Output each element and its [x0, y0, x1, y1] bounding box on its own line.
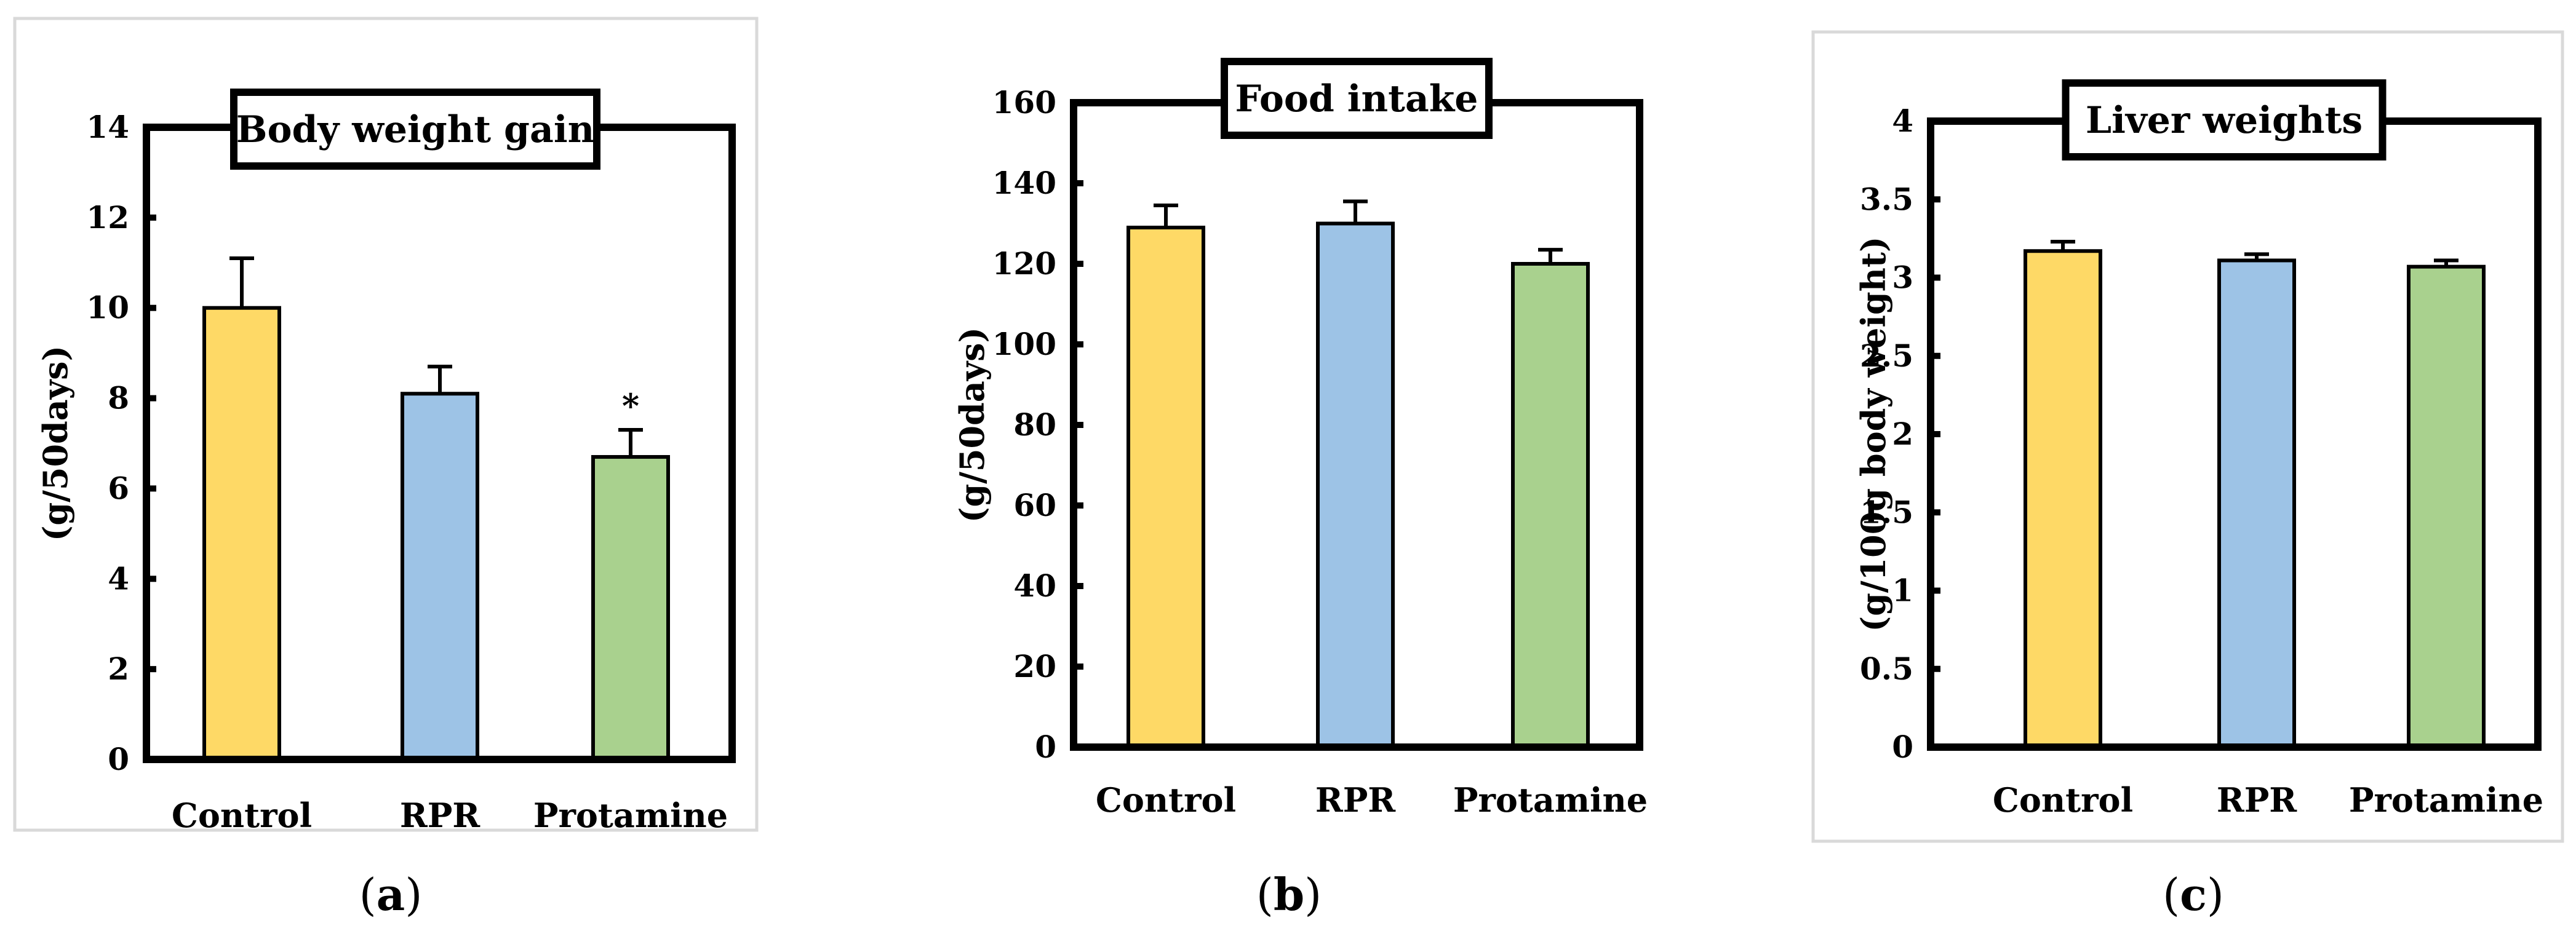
y-tick-label-c-3: 1.5: [1860, 494, 1913, 530]
x-tick-label-b-control: Control: [1096, 780, 1236, 820]
bar-b-rpr: [1316, 221, 1395, 749]
bar-a-protamine: [591, 455, 670, 761]
y-tick-label-c-6: 3: [1892, 259, 1913, 296]
y-tick-label-c-0: 0: [1892, 729, 1913, 765]
bar-b-protamine: [1511, 262, 1590, 749]
y-tick-label-a-5: 10: [86, 290, 129, 326]
outer-frame-c: [1811, 30, 2564, 843]
chart-title-b: Food intake: [1235, 77, 1478, 121]
bar-b-control: [1127, 226, 1205, 749]
x-tick-label-c-protamine: Protamine: [2349, 780, 2543, 820]
y-tick-label-a-4: 8: [108, 380, 129, 416]
panel-label-a: (a): [359, 868, 423, 921]
chart-title-a: Body weight gain: [236, 108, 594, 151]
y-axis-label-a: (g/50days): [36, 346, 75, 541]
y-tick-label-b-4: 80: [1013, 406, 1056, 443]
y-tick-label-b-1: 20: [1013, 648, 1056, 684]
chart-title-c: Liver weights: [2086, 99, 2363, 142]
y-tick-label-b-3: 60: [1013, 487, 1056, 523]
y-tick-label-c-2: 1: [1892, 572, 1913, 609]
x-tick-label-a-rpr: RPR: [400, 796, 481, 835]
y-tick-label-a-0: 0: [108, 741, 129, 777]
y-tick-label-c-4: 2: [1892, 416, 1913, 452]
y-tick-label-b-2: 40: [1013, 568, 1056, 604]
y-tick-label-b-7: 140: [992, 165, 1056, 201]
y-tick-label-c-7: 3.5: [1860, 181, 1913, 217]
x-tick-label-b-rpr: RPR: [1315, 780, 1396, 820]
bar-c-rpr: [2217, 258, 2296, 749]
x-tick-label-c-rpr: RPR: [2217, 780, 2297, 820]
outer-frame-a: [13, 17, 759, 832]
title-box-a: [230, 89, 600, 170]
title-box-c: [2062, 79, 2387, 160]
y-tick-label-c-5: 2.5: [1860, 338, 1913, 374]
y-axis-label-b: (g/50days): [952, 327, 992, 523]
bar-c-control: [2024, 249, 2102, 749]
x-tick-label-c-control: Control: [1993, 780, 2133, 820]
bar-c-protamine: [2407, 264, 2486, 749]
significance-marker-a-protamine: *: [622, 386, 639, 426]
y-tick-label-a-1: 2: [108, 651, 129, 687]
y-tick-label-c-8: 4: [1892, 103, 1913, 139]
x-tick-label-b-protamine: Protamine: [1453, 780, 1648, 820]
panel-b-group: Control RPR Protamine 0 20 40 60 80 100 120 140 160…: [952, 58, 1648, 921]
x-tick-label-a-protamine: Protamine: [533, 796, 728, 835]
y-tick-label-b-8: 160: [992, 84, 1056, 121]
x-tick-label-a-control: Control: [172, 796, 312, 835]
y-tick-label-b-0: 0: [1035, 729, 1056, 765]
y-axis-label-c: (g/100g body weight): [1854, 237, 1893, 632]
title-box-b: [1221, 58, 1493, 139]
y-tick-label-a-7: 14: [86, 109, 129, 145]
panel-a-group: Control RPR * Protamine 0 2 4 6 8 10 12 14 (g/50days…: [13, 17, 759, 921]
y-tick-label-b-5: 100: [992, 326, 1056, 362]
y-tick-label-b-6: 120: [992, 245, 1056, 282]
y-tick-label-a-2: 4: [108, 560, 129, 596]
panel-c-group: Control RPR Protamine 0 0.5 1 1.5 2 2.5 3 3.5 4 (g/1…: [1811, 30, 2564, 921]
y-tick-label-a-3: 6: [108, 470, 129, 506]
panel-label-b: (b): [1256, 868, 1322, 921]
bar-a-control: [202, 306, 281, 761]
y-tick-label-a-6: 12: [86, 199, 129, 236]
bar-a-rpr: [401, 392, 479, 761]
y-tick-label-c-1: 0.5: [1860, 651, 1913, 687]
panel-label-c: (c): [2163, 868, 2224, 921]
